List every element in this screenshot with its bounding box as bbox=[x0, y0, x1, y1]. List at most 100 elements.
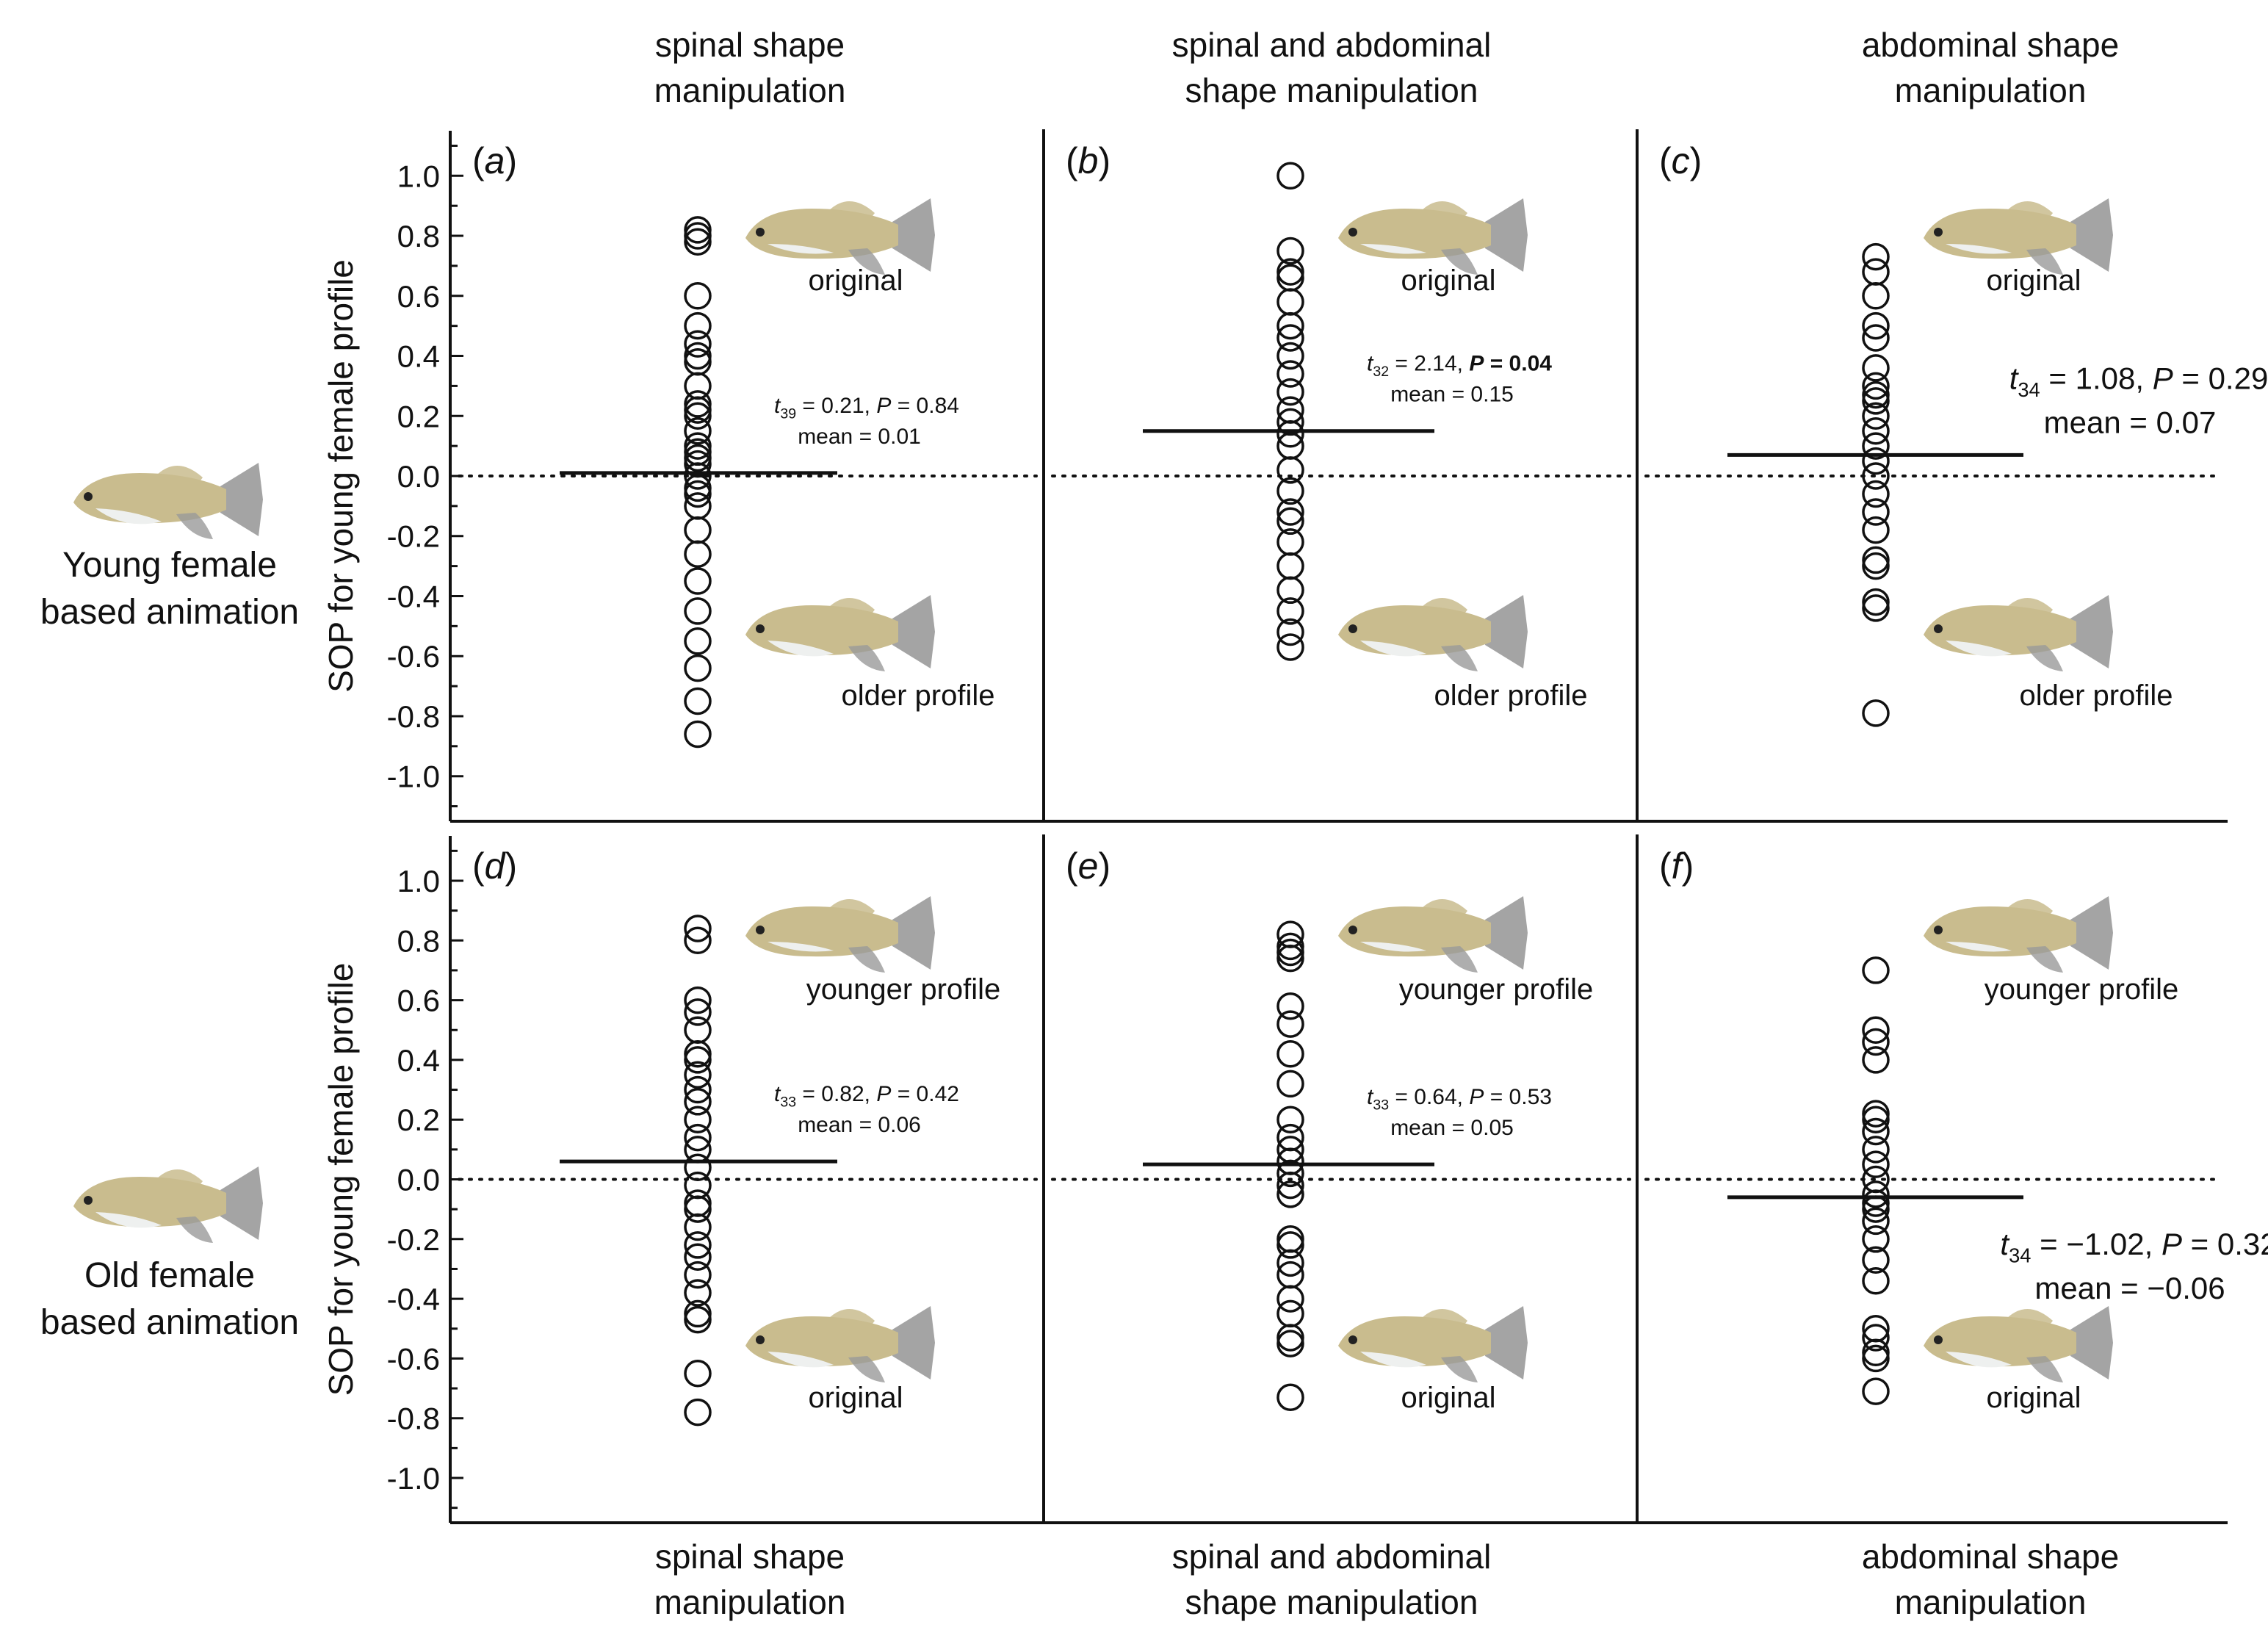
data-point bbox=[1276, 342, 1304, 370]
data-point bbox=[1862, 372, 1890, 400]
data-point bbox=[684, 687, 712, 715]
fish-eye bbox=[84, 492, 93, 501]
data-point bbox=[1862, 1100, 1890, 1128]
panel-label: (c) bbox=[1659, 140, 1702, 181]
y-tick-label: -0.6 bbox=[387, 639, 440, 674]
data-point bbox=[684, 597, 712, 625]
fish-tail bbox=[892, 595, 935, 668]
fish-eye bbox=[1348, 228, 1357, 237]
data-point bbox=[1862, 282, 1890, 310]
data-point bbox=[1276, 1010, 1304, 1038]
data-point bbox=[1862, 311, 1890, 340]
y-axis-label: SOP for young female profile bbox=[322, 259, 360, 693]
col-title-top-c: abdominal shape manipulation bbox=[1861, 26, 2120, 109]
fish-body bbox=[1338, 605, 1491, 656]
fish-icon-bottom bbox=[1924, 595, 2113, 671]
stat-test-text: t34 = 1.08, P = 0.29 bbox=[2009, 361, 2268, 401]
y-tick-label: -0.4 bbox=[387, 579, 440, 613]
data-point bbox=[1276, 1299, 1304, 1328]
stat-test-text: t34 = −1.02, P = 0.32 bbox=[2000, 1227, 2268, 1267]
fish-eye bbox=[1348, 1335, 1357, 1344]
fish-icon-top bbox=[745, 896, 935, 973]
row-label-young: Young female based animation bbox=[40, 546, 300, 632]
data-point bbox=[684, 1359, 712, 1388]
row-fish-icon-old bbox=[73, 1166, 263, 1243]
fish-body bbox=[1924, 605, 2076, 656]
y-tick-label: -0.8 bbox=[387, 1402, 440, 1436]
data-point bbox=[1862, 498, 1890, 526]
row-label-old: Old female based animation bbox=[40, 1256, 300, 1342]
data-point bbox=[1862, 1150, 1890, 1178]
fish-belly bbox=[1946, 641, 2012, 657]
data-point bbox=[1862, 594, 1890, 622]
fish-body bbox=[745, 1316, 898, 1367]
fish-body bbox=[1924, 1316, 2076, 1367]
fish-icon-top bbox=[745, 198, 935, 275]
y-axis-label: SOP for young female profile bbox=[322, 963, 360, 1396]
data-point bbox=[1276, 1171, 1304, 1200]
data-point bbox=[684, 986, 712, 1014]
fish-bottom-label: older profile bbox=[1434, 679, 1587, 712]
fish-belly bbox=[95, 508, 162, 524]
fish-eye bbox=[1934, 926, 1943, 934]
data-point bbox=[1862, 1324, 1890, 1352]
fish-tail bbox=[1485, 595, 1528, 668]
data-point bbox=[684, 1299, 712, 1328]
y-tick-label: -0.6 bbox=[387, 1341, 440, 1376]
data-point bbox=[1862, 1028, 1890, 1056]
y-tick-label: 0.6 bbox=[397, 984, 440, 1018]
col-title-bottom-c: abdominal shape manipulation bbox=[1861, 1537, 2120, 1621]
data-point bbox=[684, 390, 712, 418]
row-fish-icon-young bbox=[73, 463, 263, 539]
y-tick-label: -0.2 bbox=[387, 519, 440, 554]
data-point bbox=[1276, 1285, 1304, 1313]
data-point bbox=[684, 416, 712, 445]
fish-bottom-label: original bbox=[809, 1382, 903, 1414]
fish-body bbox=[745, 605, 898, 656]
data-point bbox=[684, 1195, 712, 1223]
fish-top-label: original bbox=[1401, 264, 1496, 297]
data-point bbox=[684, 1040, 712, 1068]
y-tick-label: 0.2 bbox=[397, 399, 440, 433]
fish-tail bbox=[2070, 595, 2113, 668]
fish-icon-bottom bbox=[745, 1306, 935, 1382]
data-point bbox=[1276, 498, 1304, 526]
col-title-top-b: spinal and abdominal shape manipulation bbox=[1171, 26, 1492, 109]
data-point bbox=[1862, 1180, 1890, 1208]
data-point bbox=[1862, 552, 1890, 580]
data-point bbox=[1862, 462, 1890, 490]
fish-icon-bottom bbox=[1338, 1306, 1528, 1382]
fish-icon-bottom bbox=[745, 595, 935, 671]
data-point bbox=[1862, 516, 1890, 544]
stat-mean-text: mean = 0.01 bbox=[798, 425, 921, 449]
fish-belly bbox=[768, 1352, 834, 1368]
data-point bbox=[1862, 1377, 1890, 1405]
data-point bbox=[684, 1046, 712, 1074]
fish-belly bbox=[1360, 942, 1426, 952]
data-point bbox=[684, 1016, 712, 1044]
fish-belly bbox=[1946, 1352, 2012, 1368]
data-point bbox=[684, 1088, 712, 1116]
col-title-bottom-b: spinal and abdominal shape manipulation bbox=[1171, 1537, 1492, 1621]
data-point bbox=[684, 216, 712, 244]
fish-top-label: younger profile bbox=[806, 973, 1001, 1006]
data-point bbox=[1276, 576, 1304, 605]
data-point bbox=[1276, 162, 1304, 190]
stat-mean-text: mean = 0.05 bbox=[1390, 1116, 1514, 1140]
data-point bbox=[1276, 618, 1304, 646]
fish-eye bbox=[756, 1335, 765, 1344]
stat-test-text: t33 = 0.64, P = 0.53 bbox=[1367, 1085, 1552, 1114]
data-point bbox=[1276, 633, 1304, 661]
fish-top-label: original bbox=[809, 264, 903, 297]
data-point bbox=[1276, 1225, 1304, 1253]
stat-test-text: t32 = 2.14, P = 0.04 bbox=[1367, 352, 1552, 381]
y-tick-label: 0.0 bbox=[397, 459, 440, 494]
fish-body bbox=[73, 473, 226, 524]
fish-tail bbox=[2070, 896, 2113, 970]
fish-tail bbox=[1485, 198, 1528, 272]
data-point bbox=[684, 282, 712, 310]
fish-bottom-label: older profile bbox=[841, 679, 994, 712]
fish-belly bbox=[1946, 244, 2012, 254]
data-point bbox=[684, 540, 712, 569]
